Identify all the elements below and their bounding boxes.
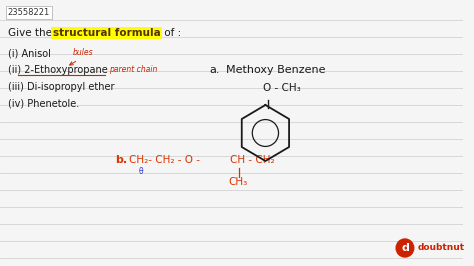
Text: CH - CH₂: CH - CH₂: [230, 155, 275, 165]
Text: bules: bules: [73, 48, 94, 57]
Text: (i) Anisol: (i) Anisol: [8, 48, 51, 58]
Text: Give the: Give the: [8, 28, 55, 38]
Text: structural formula: structural formula: [53, 28, 160, 38]
Text: O - CH₃: O - CH₃: [264, 83, 301, 93]
Text: 23558221: 23558221: [8, 8, 50, 17]
Text: d: d: [402, 243, 410, 253]
Text: (iii) Di-isopropyl ether: (iii) Di-isopropyl ether: [8, 82, 114, 92]
Text: (ii) 2-Ethoxypropane: (ii) 2-Ethoxypropane: [8, 65, 108, 75]
Text: CH₂- CH₂ - O -: CH₂- CH₂ - O -: [129, 155, 200, 165]
Text: (iv) Phenetole.: (iv) Phenetole.: [8, 99, 79, 109]
Text: θ: θ: [138, 167, 143, 176]
Text: CH₃: CH₃: [228, 177, 247, 187]
Text: of :: of :: [161, 28, 181, 38]
Text: parent chain: parent chain: [109, 65, 158, 74]
Circle shape: [396, 239, 414, 257]
Text: b.: b.: [115, 155, 127, 165]
Text: Methoxy Benzene: Methoxy Benzene: [227, 65, 326, 75]
Text: doubtnut: doubtnut: [418, 243, 465, 252]
Text: a.: a.: [210, 65, 220, 75]
